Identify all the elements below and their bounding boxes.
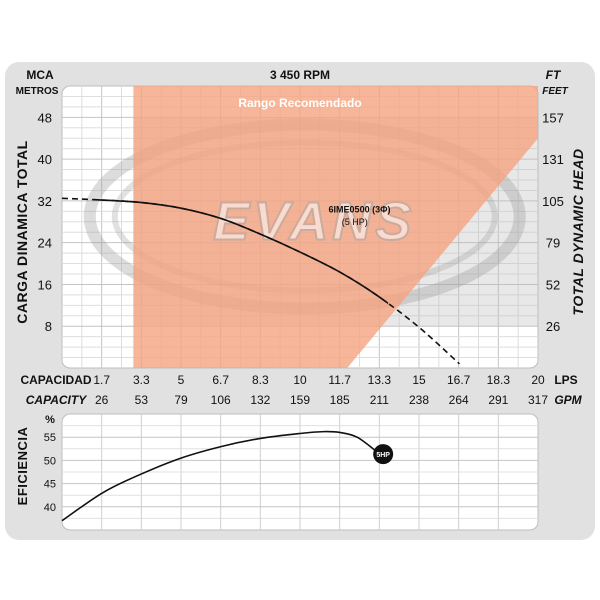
x-unit-lps: LPS	[554, 373, 577, 387]
tick-labels: 1.7 3.3 5 6.7 8.3 10 11.7 13.3 15 16.7 18.3 20 26 53 7…	[38, 110, 564, 513]
x-unit-gpm: GPM	[554, 393, 582, 407]
x-tick-gpm: 79	[174, 393, 188, 407]
model-label: 6IME0500 (3Φ)	[329, 204, 391, 214]
y-tick-efficiency: 55	[44, 432, 56, 444]
efficiency-curve: 5HP	[61, 430, 394, 522]
unit-right-feet: FEET	[542, 86, 568, 97]
efficiency-series-label: 5HP	[376, 452, 390, 459]
head-curve: 6IME0500 (3Φ) (5 HP)	[62, 197, 460, 365]
x-tick-gpm: 291	[488, 393, 508, 407]
y-axis-label-right: TOTAL DYNAMIC HEAD	[570, 149, 586, 316]
efficiency-grid	[62, 414, 538, 530]
x-tick-gpm: 53	[135, 393, 149, 407]
y-axis-label-left: CARGA DINAMICA TOTAL	[14, 140, 30, 323]
x-tick-gpm: 211	[370, 393, 389, 407]
x-tick-gpm: 26	[95, 393, 109, 407]
efficiency-line	[61, 430, 377, 522]
x-tick-lps: 16.7	[447, 373, 471, 387]
y-tick-right: 105	[542, 194, 564, 209]
x-tick-gpm: 317	[528, 393, 548, 407]
x-tick-lps: 1.7	[93, 373, 110, 387]
x-axis-label-gpm: CAPACITY	[26, 393, 87, 407]
x-tick-gpm: 106	[211, 393, 231, 407]
unit-left-mca: MCA	[26, 68, 54, 82]
x-tick-lps: 3.3	[133, 373, 150, 387]
model-hp-label: (5 HP)	[342, 217, 368, 227]
x-tick-gpm: 264	[449, 393, 469, 407]
recommended-range: EVANS	[133, 86, 538, 368]
y-tick-right: 26	[546, 319, 560, 334]
y-tick-efficiency: 45	[44, 479, 56, 491]
x-tick-lps: 10	[293, 373, 307, 387]
y-tick-right: 131	[542, 152, 564, 167]
chart-title-rpm: 3 450 RPM	[270, 68, 330, 82]
head-curve-solid	[97, 199, 389, 305]
efficiency-end-badge	[373, 444, 394, 465]
unit-right-ft: FT	[546, 68, 562, 82]
unit-left-metros: METROS	[16, 86, 59, 97]
x-tick-lps: 20	[531, 373, 545, 387]
efficiency-unit: %	[45, 414, 55, 426]
x-tick-gpm: 159	[290, 393, 310, 407]
y-tick-left: 32	[38, 194, 52, 209]
y-tick-left: 8	[45, 319, 52, 334]
x-tick-lps: 18.3	[487, 373, 511, 387]
x-tick-gpm: 238	[409, 393, 429, 407]
y-tick-right: 79	[546, 236, 560, 251]
watermark-text: EVANS	[213, 192, 415, 252]
x-tick-lps: 5	[178, 373, 185, 387]
y-tick-right: 52	[546, 277, 560, 292]
efficiency-axis-label: EFICIENCIA	[15, 427, 30, 506]
y-tick-efficiency: 40	[44, 502, 56, 514]
y-tick-left: 24	[38, 236, 52, 251]
y-tick-left: 16	[38, 277, 52, 292]
x-tick-gpm: 132	[250, 393, 270, 407]
x-tick-lps: 6.7	[212, 373, 229, 387]
x-tick-gpm: 185	[330, 393, 350, 407]
x-tick-lps: 15	[412, 373, 426, 387]
x-axis-label-lps: CAPACIDAD	[20, 373, 91, 387]
y-tick-right: 157	[542, 110, 564, 125]
y-tick-left: 40	[38, 152, 52, 167]
x-tick-lps: 11.7	[328, 373, 351, 387]
recommended-range-label: Rango Recomendado	[238, 96, 361, 110]
y-tick-left: 48	[38, 110, 52, 125]
recommended-range-area	[133, 86, 538, 368]
x-tick-lps: 13.3	[368, 373, 392, 387]
x-tick-lps: 8.3	[252, 373, 269, 387]
y-tick-efficiency: 50	[44, 455, 56, 467]
